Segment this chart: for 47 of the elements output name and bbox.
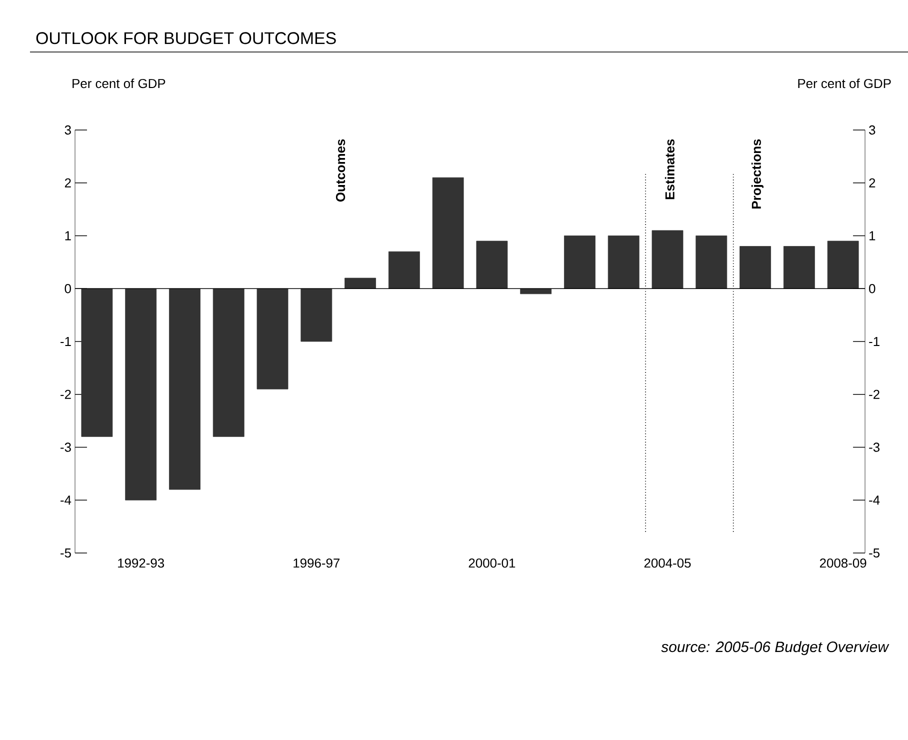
bar: [827, 240, 859, 289]
y2-tick-label: 0: [869, 284, 876, 294]
bar: [432, 177, 464, 289]
y-tick-label: -1: [60, 337, 71, 346]
source-note: source: 2005-06 Budget Overview: [661, 641, 890, 656]
y-tick-label: -2: [60, 390, 71, 399]
bar: [212, 288, 244, 437]
y2-tick-label: -4: [869, 496, 880, 505]
y-tick-label: -5: [60, 548, 71, 558]
y-axis-title: Per cent of GDP: [72, 78, 166, 88]
bar: [169, 288, 200, 490]
annotation: Estimates: [664, 139, 674, 200]
x-tick-label: 2004-05: [644, 558, 691, 568]
bar: [476, 240, 508, 289]
x-tick-label: 1996-97: [294, 558, 340, 568]
bar: [783, 246, 815, 289]
x-tick-label: 1992-93: [118, 558, 164, 568]
bar: [740, 246, 771, 289]
y-tick-label: 1: [65, 231, 71, 240]
y-tick-label: 0: [64, 284, 71, 294]
y2-tick-label: -5: [869, 548, 880, 558]
bar: [344, 278, 376, 289]
y-tick-label: 3: [64, 125, 71, 135]
y-tick-label: -3: [60, 442, 71, 452]
bar: [81, 288, 113, 437]
bar: [696, 236, 728, 289]
bar: [564, 236, 596, 289]
y2-tick-label: 3: [869, 125, 876, 135]
bar: [608, 236, 640, 289]
x-tick-label: 2008-09: [820, 558, 866, 568]
y2-tick-label: 1: [870, 231, 876, 240]
bar: [652, 230, 684, 289]
x-tick-label: 2000-01: [468, 558, 516, 568]
annotation: Projections: [751, 139, 764, 208]
annotation: Outcomes: [336, 139, 346, 202]
bar: [388, 251, 420, 289]
bar: [256, 288, 288, 390]
y2-tick-label: -1: [869, 337, 880, 346]
bar: [125, 288, 157, 500]
chart-title: OUTLOOK FOR BUDGET OUTCOMES: [36, 32, 336, 44]
y2-tick-label: -2: [869, 390, 880, 399]
y-tick-label: -4: [60, 496, 72, 505]
y2-tick-label: 2: [869, 178, 876, 188]
y-tick-label: 2: [64, 178, 71, 188]
y2-tick-label: -3: [869, 442, 880, 452]
y2-axis-title: Per cent of GDP: [798, 78, 891, 88]
bar: [300, 288, 332, 342]
